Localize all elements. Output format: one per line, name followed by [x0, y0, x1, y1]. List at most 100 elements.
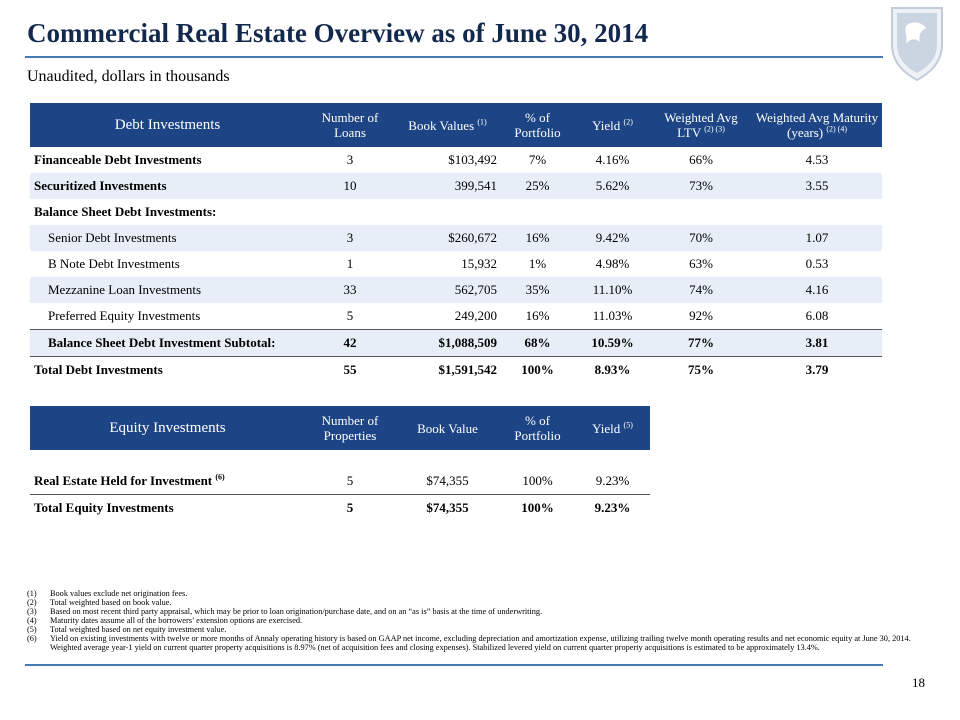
table-cell: Senior Debt Investments	[30, 225, 305, 251]
table-row: Senior Debt Investments 3 $260,672 16% 9.42%…	[30, 225, 882, 251]
table-cell	[500, 199, 575, 225]
cell-text: Yield	[592, 420, 621, 436]
table-cell: 3.79	[805, 362, 829, 377]
table-cell: 15,932	[461, 256, 497, 271]
table-cell: 55	[343, 362, 357, 377]
table-cell: 33	[305, 277, 395, 303]
table-cell: 75%	[688, 362, 714, 377]
table-cell: 92%	[689, 308, 713, 323]
footnote-text: Yield on existing investments with twelv…	[50, 634, 911, 652]
footnote-number: (2)	[27, 598, 37, 607]
table-cell: Preferred Equity Investments	[48, 308, 201, 323]
footnote-text: Based on most recent third party apprais…	[50, 607, 543, 616]
column-header: Book Value	[395, 406, 500, 450]
subtitle: Unaudited, dollars in thousands	[27, 68, 230, 85]
table-cell: 399,541	[395, 173, 500, 199]
rule	[25, 664, 883, 666]
column-header: Number of Properties	[305, 406, 395, 450]
table-row: Real Estate Held for Investment (6) 5 $74,…	[30, 468, 650, 495]
table-cell: 562,705	[395, 277, 500, 303]
table-cell: Total Debt Investments	[34, 362, 163, 377]
table-cell: 35%	[500, 277, 575, 303]
title: Commercial Real Estate Overview as of Ju…	[27, 18, 649, 48]
column-header: Weighted Avg Maturity (years) (2) (4)	[752, 103, 882, 147]
page-number: 18	[912, 675, 925, 690]
table-cell: 1%	[528, 256, 547, 271]
column-header: Yield (5)	[575, 406, 650, 450]
footnote-number: (6)	[27, 634, 37, 643]
table-cell	[395, 199, 500, 225]
column-header: Book Values (1)	[395, 103, 500, 147]
spacer	[30, 450, 650, 468]
column-header: % of Portfolio	[500, 103, 575, 147]
table-cell: 5	[346, 500, 354, 515]
table-cell: 63%	[689, 256, 713, 271]
footnote-text: Total weighted based on net equity inves…	[50, 625, 227, 634]
column-header: Number of Loans	[305, 103, 395, 147]
table-cell	[752, 199, 882, 225]
table-row: Financeable Debt Investments 3 $103,492 7% 4…	[30, 147, 882, 173]
table-cell: Balance Sheet Debt Investment Subtotal:	[30, 329, 305, 357]
table-cell: Securitized Investments	[30, 173, 305, 199]
table-cell: 3.81	[752, 329, 882, 357]
footnote-ref: (2)	[623, 117, 633, 127]
table-cell: 1.07	[752, 225, 882, 251]
table-cell: 9.23%	[594, 500, 631, 515]
column-header: % of Portfolio	[500, 406, 575, 450]
table-cell: $260,672	[395, 225, 500, 251]
footnote-number: (4)	[27, 616, 37, 625]
footnote: (5) Total weighted based on net equity in…	[27, 625, 927, 634]
table-cell: 3.55	[752, 173, 882, 199]
table-cell: 10	[305, 173, 395, 199]
table-cell: 5	[305, 468, 395, 495]
table-cell: 68%	[500, 329, 575, 357]
table-cell: 3	[346, 152, 354, 167]
column-header: Weighted Avg LTV (2) (3)	[650, 103, 752, 147]
table-cell: B Note Debt Investments	[48, 256, 180, 271]
cell-text: Weighted Avg LTV	[664, 110, 738, 140]
cell-text: Book Values	[408, 117, 475, 133]
table-cell: 25%	[500, 173, 575, 199]
table-cell: 8.93%	[594, 362, 631, 377]
footnote: (1) Book values exclude net origination f…	[27, 589, 927, 598]
footnote-ref: (2) (3)	[704, 124, 725, 134]
table-cell: 5	[346, 308, 354, 323]
table-cell: 4.16	[752, 277, 882, 303]
table-cell: $1,591,542	[438, 362, 498, 377]
table-cell: 4.98%	[595, 256, 630, 271]
table-cell: 0.53	[805, 256, 829, 271]
footnote-number: (1)	[27, 589, 37, 598]
footnote-number: (3)	[27, 607, 37, 616]
table-cell: Balance Sheet Debt Investments:	[34, 204, 217, 219]
table-cell: 4.53	[805, 152, 829, 167]
footnote-ref: (1)	[477, 117, 487, 127]
table-cell: 77%	[650, 329, 752, 357]
table-cell: Financeable Debt Investments	[34, 152, 202, 167]
table-cell: Real Estate Held for Investment (6)	[30, 468, 305, 495]
table-cell: 66%	[689, 152, 713, 167]
table-row: Mezzanine Loan Investments 33 562,705 35% 11…	[30, 277, 882, 303]
footnote: (2) Total weighted based on book value.	[27, 598, 927, 607]
table-row: Preferred Equity Investments 5 249,200 16% 1…	[30, 303, 882, 330]
table-cell: 11.03%	[592, 308, 633, 323]
table-cell: 7%	[528, 152, 547, 167]
table-cell: $74,355	[426, 500, 469, 515]
table-cell: 70%	[650, 225, 752, 251]
table-cell: 42	[305, 329, 395, 357]
table-cell: 3	[305, 225, 395, 251]
table-cell	[305, 199, 395, 225]
footnote-text: Total weighted based on book value.	[50, 598, 172, 607]
footnote-ref: (5)	[623, 420, 633, 430]
footnotes: (1) Book values exclude net origination f…	[27, 589, 927, 652]
table-cell: 74%	[650, 277, 752, 303]
table-row: Securitized Investments 10 399,541 25% 5.62%…	[30, 173, 882, 199]
table-row: Total Debt Investments 55 $1,591,542 100% 8.…	[30, 357, 882, 384]
footnote: (4) Maturity dates assume all of the borr…	[27, 616, 927, 625]
table-cell: 16%	[525, 308, 550, 323]
equity-table: Equity Investments Number of Properties Bo…	[30, 406, 650, 521]
table-cell: 249,200	[454, 308, 497, 323]
footnote-text: Maturity dates assume all of the borrowe…	[50, 616, 303, 625]
table-cell: 100%	[521, 362, 554, 377]
footnote-ref: (2) (4)	[826, 124, 847, 134]
